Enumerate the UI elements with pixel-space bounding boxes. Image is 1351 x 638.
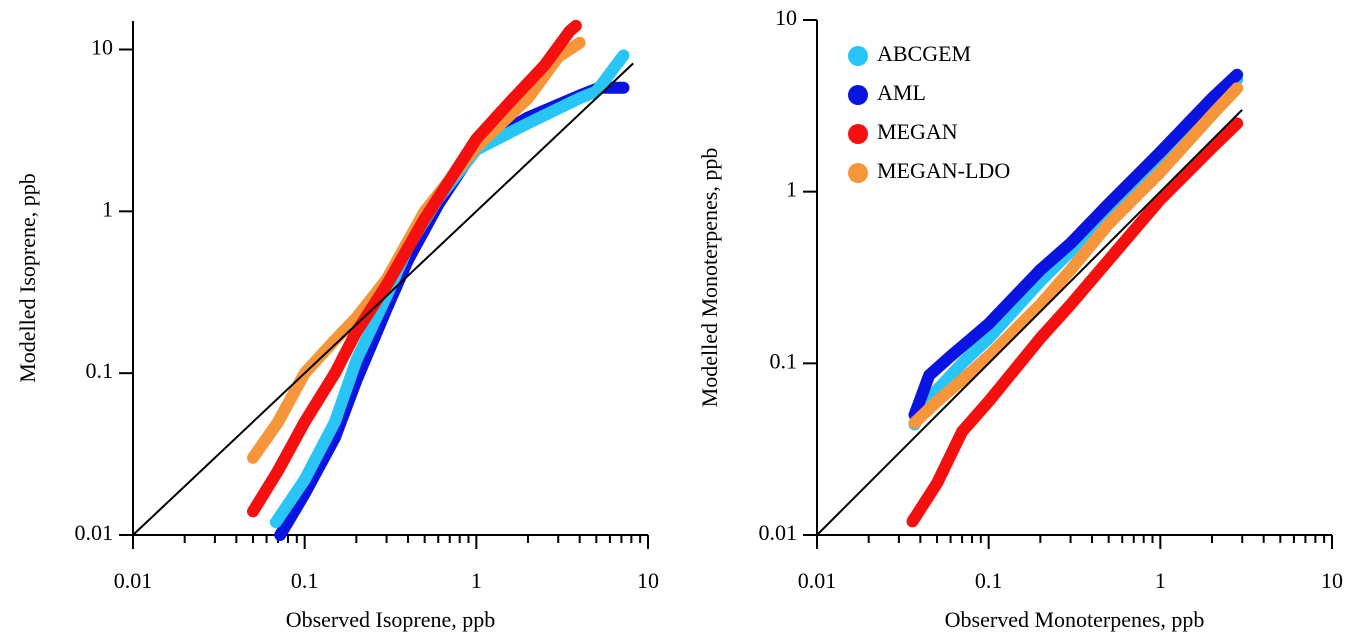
x-tick-label: 0.1 xyxy=(291,568,319,593)
y-tick-label: 1 xyxy=(102,196,113,221)
legend-label: MEGAN xyxy=(877,119,958,144)
legend-marker xyxy=(848,124,868,144)
y-tick-label: 10 xyxy=(91,35,113,60)
legend-label: ABCGEM xyxy=(877,41,971,66)
y-tick-label: 0.1 xyxy=(770,348,798,373)
legend-label: MEGAN-LDO xyxy=(877,158,1010,183)
y-tick-label: 0.1 xyxy=(86,358,114,383)
y-tick-label: 0.01 xyxy=(759,520,798,545)
y-tick-label: 10 xyxy=(775,5,797,30)
y-axis-label: Modelled Monoterpenes, ppb xyxy=(697,148,722,408)
x-axis-label: Observed Isoprene, ppb xyxy=(286,607,496,632)
x-tick-label: 1 xyxy=(1155,568,1166,593)
legend-marker xyxy=(848,85,868,105)
x-axis-label: Observed Monoterpenes, ppb xyxy=(945,607,1205,632)
y-tick-label: 0.01 xyxy=(75,520,114,545)
x-tick-label: 0.1 xyxy=(975,568,1003,593)
legend-label: AML xyxy=(877,80,926,105)
series-line xyxy=(908,82,1244,429)
series-line xyxy=(247,19,582,518)
legend-marker xyxy=(848,163,868,183)
x-tick-label: 10 xyxy=(1321,568,1343,593)
series-line xyxy=(908,68,1244,421)
series-line xyxy=(906,117,1244,528)
x-tick-label: 10 xyxy=(637,568,659,593)
legend-marker xyxy=(848,46,868,66)
x-tick-label: 0.01 xyxy=(114,568,153,593)
y-tick-label: 1 xyxy=(786,177,797,202)
y-axis-label: Modelled Isoprene, ppb xyxy=(15,173,40,383)
one-to-one-line xyxy=(816,109,1243,536)
series-line xyxy=(274,81,630,541)
x-tick-label: 0.01 xyxy=(798,568,837,593)
x-tick-label: 1 xyxy=(471,568,482,593)
one-to-one-line xyxy=(132,62,634,536)
